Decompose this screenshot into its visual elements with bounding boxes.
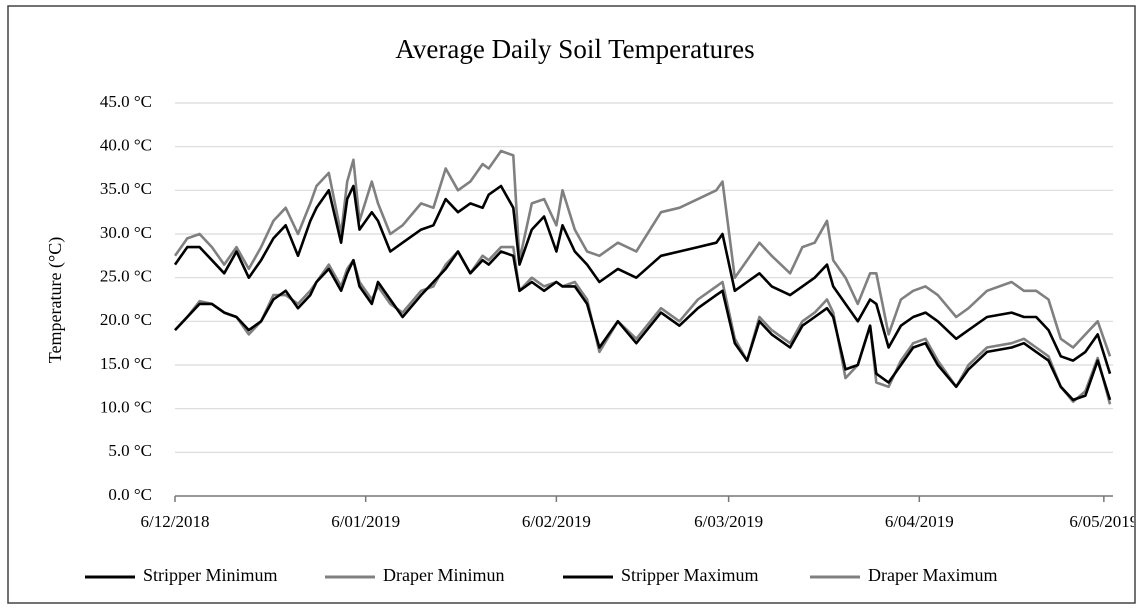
series-line	[174, 250, 1112, 402]
y-tick-label: 45.0 °C	[100, 92, 152, 111]
y-tick-label: 5.0 °C	[108, 441, 152, 460]
legend-label: Stripper Minimum	[143, 565, 278, 585]
y-tick-label: 20.0 °C	[100, 310, 152, 329]
x-tick-label: 6/01/2019	[331, 512, 400, 531]
y-axis-label: Temperature (°C)	[45, 237, 66, 363]
chart-title: Average Daily Soil Temperatures	[395, 34, 754, 64]
x-tick-label: 6/02/2019	[522, 512, 591, 531]
x-tick-label: 6/12/2018	[141, 512, 210, 531]
legend-label: Stripper Maximum	[621, 565, 759, 585]
series-line	[173, 149, 1112, 357]
y-tick-label: 30.0 °C	[100, 223, 152, 242]
legend-label: Draper Minimun	[383, 565, 504, 585]
x-tick-label: 6/04/2019	[885, 512, 954, 531]
y-tick-label: 35.0 °C	[100, 179, 152, 198]
y-tick-label: 0.0 °C	[108, 485, 152, 504]
x-tick-label: 6/05/2019	[1069, 512, 1138, 531]
y-tick-label: 40.0 °C	[100, 136, 152, 155]
y-tick-label: 10.0 °C	[100, 398, 152, 417]
x-tick-label: 6/03/2019	[694, 512, 763, 531]
y-tick-label: 25.0 °C	[100, 267, 152, 286]
y-tick-label: 15.0 °C	[100, 354, 152, 373]
series-line	[173, 184, 1112, 375]
legend-label: Draper Maximum	[868, 565, 997, 585]
